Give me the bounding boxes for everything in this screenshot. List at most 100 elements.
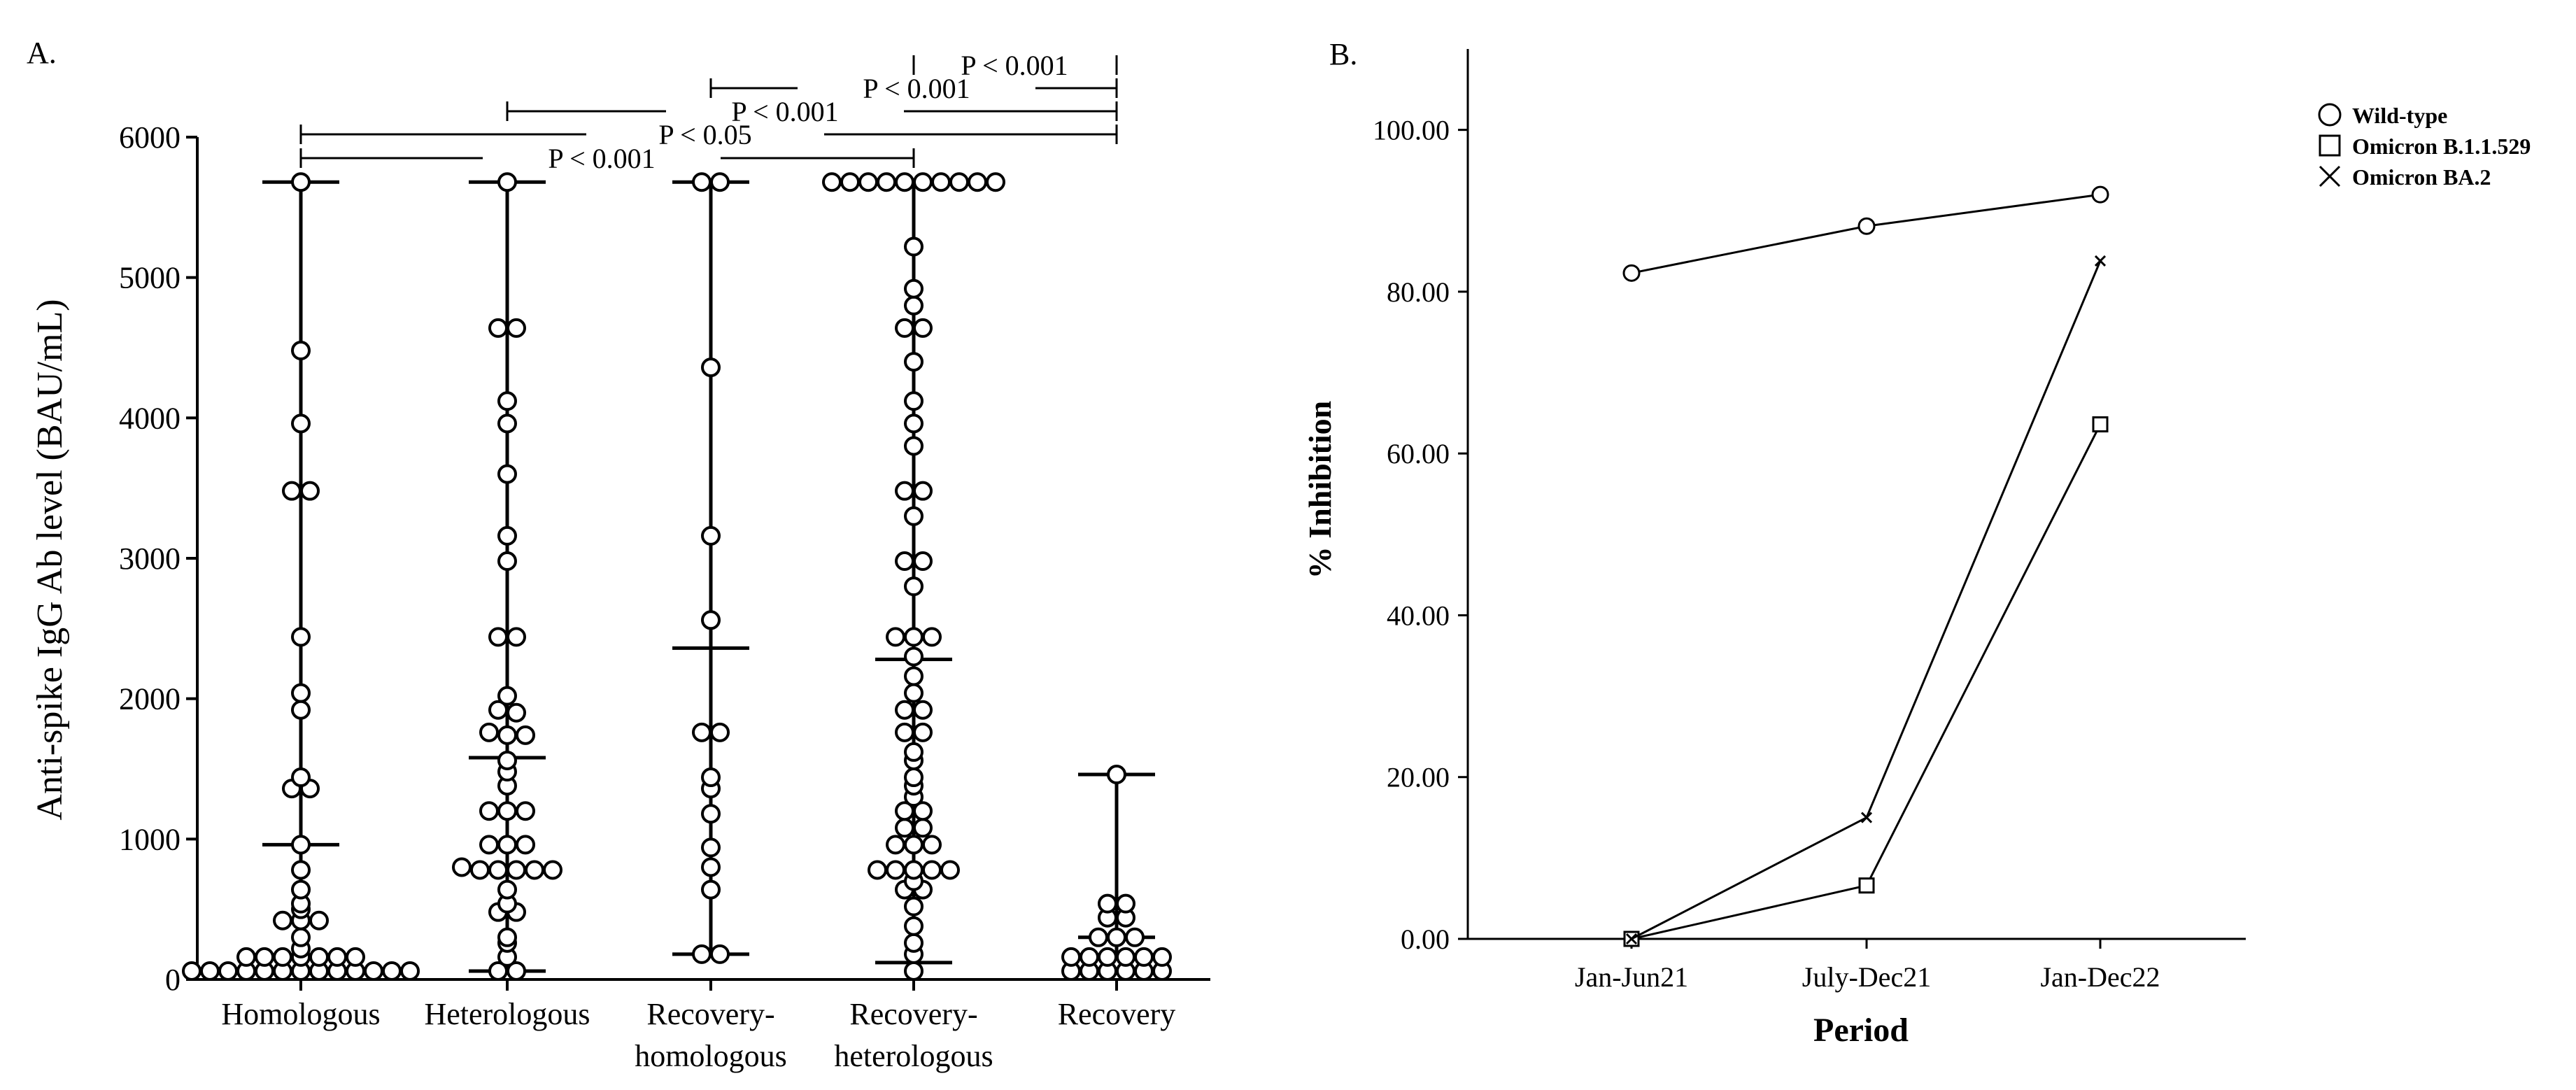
panel-a-significance-label: P < 0.001 [863, 73, 970, 104]
panel-a-data-point [470, 860, 490, 880]
panel-a-data-point [904, 666, 923, 686]
panel-a-data-point [710, 722, 730, 742]
panel-a-data-point [309, 947, 329, 967]
panel-b-series-line [1631, 423, 2102, 940]
panel-b-y-tick-label: 0.00 [1401, 923, 1450, 955]
panel-b-data-point [2091, 185, 2109, 204]
panel-a-data-point [479, 801, 499, 821]
panel-b-y-tick-label: 40.00 [1387, 600, 1450, 631]
panel-a-data-point [904, 506, 923, 526]
panel-a-data-point [497, 725, 517, 745]
panel-a-data-point [701, 767, 721, 788]
panel-a-data-point [488, 318, 508, 338]
panel-b-x-tick-labels: Jan-Jun21 July-Dec21 Jan-Dec22 [1575, 939, 2160, 993]
panel-a-data-point [895, 700, 914, 720]
panel-a-data-point [452, 857, 472, 877]
panel-a-data-point [200, 961, 220, 981]
legend-label: Omicron B.1.1.529 [2352, 134, 2531, 159]
panel-a-data-point [1080, 947, 1099, 967]
panel-a-data-point [922, 860, 942, 880]
panel-a-data-point [931, 172, 951, 192]
panel-a-data-point [182, 961, 201, 981]
panel-a-x-tick-label: Homologous [221, 997, 380, 1031]
panel-a-significance-label: P < 0.001 [548, 143, 655, 174]
panel-a-data-point [364, 961, 383, 981]
panel-a-data-point [236, 947, 256, 967]
panel-a-data-point [300, 481, 320, 501]
panel-a-points [182, 172, 1172, 981]
panel-a-y-tick-label: 2000 [119, 682, 181, 716]
panel-a-data-point [701, 857, 721, 877]
panel-a-data-point [858, 172, 878, 192]
panel-a-data-point [291, 927, 311, 947]
panel-a-data-point [255, 947, 274, 967]
panel-a-data-point [904, 391, 923, 411]
panel-a-data-point [904, 295, 923, 316]
panel-a-data-point [904, 436, 923, 456]
panel-a-data-point [291, 860, 311, 880]
panel-a-x-tick-label-line2: heterologous [834, 1039, 993, 1073]
panel-a-data-point [940, 860, 960, 880]
panel-a-data-point [913, 722, 933, 742]
panel-a-data-point [273, 947, 292, 967]
panel-a-data-point [400, 961, 420, 981]
panel-a-data-point [877, 172, 896, 192]
panel-a-data-point [701, 610, 721, 630]
panel-a-y-tick-label: 5000 [119, 261, 181, 295]
panel-a-data-point [1134, 947, 1154, 967]
panel-a-data-point [516, 801, 535, 821]
panel-a-data-point [904, 352, 923, 372]
panel-a-data-point [922, 627, 942, 647]
panel-b-y-axis-label: % Inhibition [1302, 401, 1338, 579]
panel-a-data-point [895, 551, 914, 572]
panel-a-data-point [291, 413, 311, 434]
panel-a-data-point [692, 722, 712, 742]
x-marker-stroke [1860, 812, 1873, 823]
panel-a-data-point [1116, 947, 1135, 967]
panel-a-data-point [497, 464, 517, 484]
panel-a-data-point [507, 627, 526, 647]
panel-a-data-point [904, 683, 923, 703]
panel-a-data-point [1061, 947, 1081, 967]
panel-a-data-point [904, 576, 923, 597]
panel-a-data-point [868, 860, 887, 880]
panel-a-data-point [507, 860, 526, 880]
panel-a-x-tick-label-line2: homologous [635, 1039, 787, 1073]
panel-a-data-point [1107, 927, 1126, 947]
panel-a-data-point [904, 896, 923, 916]
panel-a-data-point [692, 172, 712, 192]
panel-a-data-point [488, 860, 508, 880]
legend-square-icon [2319, 134, 2341, 157]
panel-a-data-point [291, 683, 311, 703]
panel-b-data-point [1625, 933, 1638, 945]
panel-a-data-point [291, 341, 311, 361]
panel-a-data-point [1098, 947, 1117, 967]
panel-a-data-point [904, 961, 923, 981]
panel-a-data-point [497, 801, 517, 821]
panel-b-data-point [1858, 877, 1875, 894]
panel-a-data-point [913, 700, 933, 720]
panel-a-significance-label: P < 0.001 [961, 50, 1068, 81]
panel-a-y-tick-label: 4000 [119, 401, 181, 435]
panel-a-data-point [291, 172, 311, 192]
panel-a-data-point [497, 927, 517, 947]
panel-a-x-tick-labels: Homologous Heterologous Recovery-homologou… [221, 979, 1175, 1073]
panel-a-data-point [479, 835, 499, 855]
panel-a-data-point [701, 525, 721, 546]
panel-a-data-point [488, 700, 508, 720]
panel-a-x-tick-label: Heterologous [424, 997, 590, 1031]
panel-a-data-point [497, 686, 517, 706]
panel-b-y-tick-label: 60.00 [1387, 438, 1450, 469]
x-marker-stroke [2319, 165, 2341, 187]
panel-b-y-tick-label: 100.00 [1373, 115, 1450, 146]
panel-b-x-tick-label: Jan-Jun21 [1575, 961, 1688, 993]
panel-a-data-point [904, 236, 923, 257]
panel-b-y-tick-label: 80.00 [1387, 276, 1450, 308]
panel-a-data-point [692, 944, 712, 964]
panel-a-data-point [913, 318, 933, 338]
panel-a-data-point [895, 481, 914, 501]
panel-a-data-point [516, 835, 535, 855]
panel-a-data-point [273, 910, 292, 930]
